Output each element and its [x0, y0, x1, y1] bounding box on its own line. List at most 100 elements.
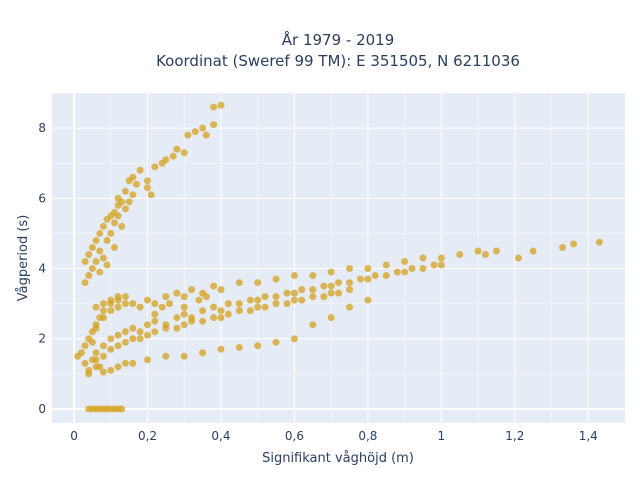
data-point [99, 352, 107, 360]
data-point [235, 307, 243, 315]
data-point [81, 359, 89, 367]
data-point [408, 265, 416, 273]
data-point [99, 222, 107, 230]
data-point [81, 342, 89, 350]
data-point [99, 254, 107, 262]
data-point [327, 282, 335, 290]
data-point [191, 128, 199, 136]
data-point [346, 303, 354, 311]
data-point [254, 279, 262, 287]
data-points [74, 101, 603, 413]
data-point [235, 279, 243, 287]
y-axis-title: Vågperiod (s) [16, 215, 31, 302]
data-point [151, 328, 159, 336]
data-point [129, 173, 137, 181]
data-point [92, 258, 100, 266]
data-point [327, 289, 335, 297]
data-point [136, 328, 144, 336]
data-point [272, 300, 280, 308]
data-point [298, 296, 306, 304]
data-point [166, 300, 174, 308]
data-point [235, 300, 243, 308]
data-point [151, 317, 159, 325]
data-point [103, 261, 111, 269]
data-point [158, 303, 166, 311]
data-point [110, 219, 118, 227]
data-point [180, 321, 188, 329]
data-point [246, 296, 254, 304]
data-point [129, 359, 137, 367]
data-point [570, 240, 578, 248]
data-point [144, 184, 151, 192]
data-point [210, 314, 218, 322]
y-tick-label: 6 [38, 191, 46, 205]
data-point [129, 335, 137, 343]
data-point [309, 286, 317, 294]
data-point [309, 321, 317, 329]
x-tick-label: 1,4 [579, 429, 598, 443]
x-axis-title: Signifikant våghöjd (m) [262, 451, 414, 466]
y-tick-label: 0 [38, 402, 46, 416]
data-point [481, 250, 489, 258]
data-point [246, 307, 254, 315]
data-point [335, 289, 342, 297]
data-point [121, 205, 129, 213]
data-point [162, 352, 170, 360]
data-point [114, 212, 122, 220]
data-point [99, 307, 107, 315]
data-point [96, 268, 104, 276]
data-point [283, 289, 291, 297]
data-point [382, 261, 390, 269]
data-point [121, 338, 129, 346]
data-point [202, 293, 210, 301]
data-point [88, 356, 96, 364]
data-point [121, 293, 129, 301]
data-point [132, 180, 140, 188]
data-point [107, 307, 115, 315]
data-point [210, 303, 218, 311]
data-point [107, 229, 115, 237]
data-point [151, 310, 159, 318]
data-point [107, 335, 115, 343]
data-point [309, 293, 317, 301]
data-point [199, 349, 207, 357]
data-point [114, 342, 122, 350]
data-point [162, 293, 170, 301]
data-point [136, 166, 144, 174]
data-point [210, 282, 218, 290]
data-point [114, 331, 122, 339]
data-point [290, 272, 298, 280]
data-point [180, 310, 188, 318]
data-point [103, 236, 111, 244]
data-point [173, 145, 181, 153]
data-point [125, 198, 133, 206]
data-point [382, 272, 390, 280]
data-point [144, 296, 151, 304]
data-point [346, 265, 354, 273]
data-point [173, 314, 181, 322]
data-point [210, 121, 218, 129]
data-point [290, 335, 298, 343]
data-point [88, 328, 96, 336]
data-point [144, 321, 151, 329]
data-point [474, 247, 482, 255]
y-tick-label: 8 [38, 121, 46, 135]
data-point [144, 177, 151, 185]
data-point [254, 303, 262, 311]
data-point [110, 243, 118, 251]
data-point [180, 149, 188, 157]
data-point [162, 156, 170, 164]
y-tick-label: 4 [38, 262, 46, 276]
x-tick-label: 1 [438, 429, 446, 443]
data-point [118, 405, 126, 413]
data-point [309, 272, 317, 280]
data-point [217, 307, 225, 315]
data-point [346, 286, 354, 294]
data-point [107, 296, 115, 304]
data-point [99, 300, 107, 308]
data-point [199, 124, 207, 132]
data-point [85, 272, 93, 280]
data-point [401, 258, 409, 266]
